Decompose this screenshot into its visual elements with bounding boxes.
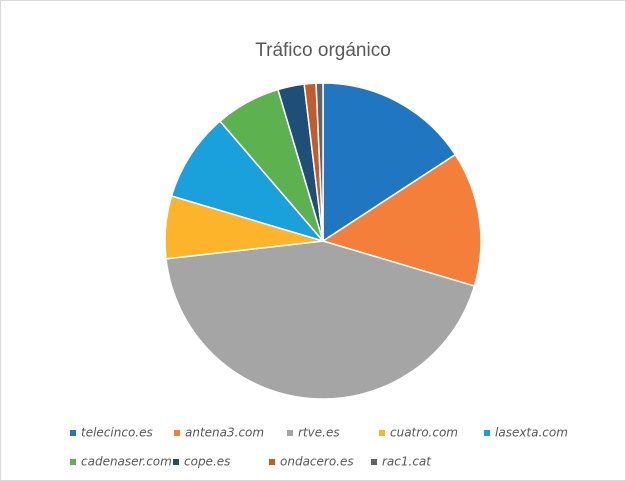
legend-label: ondacero.es (280, 455, 354, 469)
legend-label: cadenaser.com (81, 455, 172, 469)
legend-label: cuatro.com (390, 426, 458, 440)
pie-slice (315, 82, 324, 242)
chart-title: Tráfico orgánico (255, 40, 391, 61)
legend-marker (174, 430, 180, 436)
legend-label: cope.es (184, 455, 230, 469)
legend-marker (371, 459, 377, 465)
legend-marker (287, 430, 293, 436)
legend-label: rac1.cat (382, 455, 432, 469)
pie-slice (321, 153, 482, 287)
legend-marker (173, 459, 179, 465)
legend-label: rtve.es (298, 426, 340, 440)
pie-slice (322, 82, 457, 243)
legend-label: telecinco.es (81, 426, 153, 440)
legend-marker (269, 459, 275, 465)
legend-marker (484, 430, 490, 436)
legend-label: lasexta.com (495, 426, 568, 440)
legend-marker (70, 459, 76, 465)
legend-label: antena3.com (185, 426, 264, 440)
pie-slice (170, 120, 326, 243)
legend-marker (70, 430, 76, 436)
pie-slice (165, 240, 476, 400)
legend-marker (379, 430, 385, 436)
